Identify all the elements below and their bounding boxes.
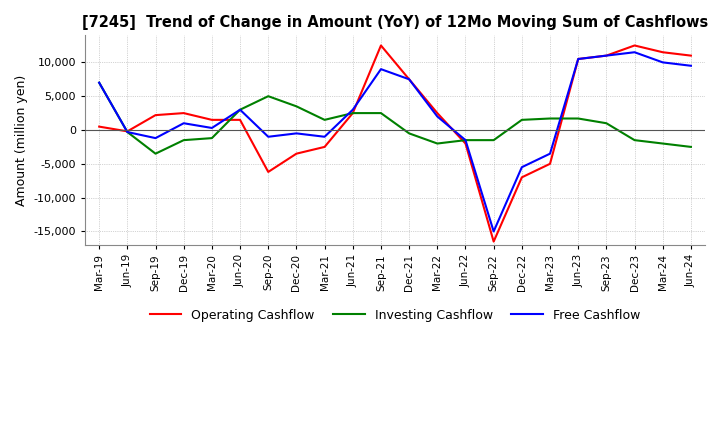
Investing Cashflow bbox=[123, 129, 132, 135]
Free Cashflow bbox=[602, 53, 611, 58]
Operating Cashflow bbox=[320, 144, 329, 150]
Operating Cashflow bbox=[151, 113, 160, 118]
Investing Cashflow bbox=[630, 138, 639, 143]
Investing Cashflow bbox=[348, 110, 357, 116]
Investing Cashflow bbox=[687, 144, 696, 150]
Operating Cashflow bbox=[95, 124, 104, 129]
Free Cashflow bbox=[292, 131, 301, 136]
Free Cashflow bbox=[95, 80, 104, 85]
Operating Cashflow bbox=[264, 169, 273, 175]
Free Cashflow bbox=[658, 60, 667, 65]
Free Cashflow bbox=[151, 136, 160, 141]
Investing Cashflow bbox=[151, 151, 160, 156]
Investing Cashflow bbox=[405, 131, 413, 136]
Investing Cashflow bbox=[462, 138, 470, 143]
Investing Cashflow bbox=[235, 107, 244, 112]
Investing Cashflow bbox=[602, 121, 611, 126]
Y-axis label: Amount (million yen): Amount (million yen) bbox=[15, 74, 28, 206]
Legend: Operating Cashflow, Investing Cashflow, Free Cashflow: Operating Cashflow, Investing Cashflow, … bbox=[145, 304, 645, 327]
Title: [7245]  Trend of Change in Amount (YoY) of 12Mo Moving Sum of Cashflows: [7245] Trend of Change in Amount (YoY) o… bbox=[82, 15, 708, 30]
Free Cashflow bbox=[687, 63, 696, 68]
Operating Cashflow bbox=[658, 50, 667, 55]
Line: Free Cashflow: Free Cashflow bbox=[99, 52, 691, 231]
Investing Cashflow bbox=[574, 116, 582, 121]
Investing Cashflow bbox=[179, 138, 188, 143]
Investing Cashflow bbox=[95, 80, 104, 85]
Operating Cashflow bbox=[405, 77, 413, 82]
Free Cashflow bbox=[405, 77, 413, 82]
Free Cashflow bbox=[207, 125, 216, 131]
Investing Cashflow bbox=[207, 136, 216, 141]
Operating Cashflow bbox=[179, 110, 188, 116]
Line: Operating Cashflow: Operating Cashflow bbox=[99, 45, 691, 242]
Free Cashflow bbox=[518, 165, 526, 170]
Free Cashflow bbox=[630, 50, 639, 55]
Investing Cashflow bbox=[292, 104, 301, 109]
Operating Cashflow bbox=[490, 239, 498, 244]
Investing Cashflow bbox=[264, 94, 273, 99]
Operating Cashflow bbox=[292, 151, 301, 156]
Investing Cashflow bbox=[546, 116, 554, 121]
Investing Cashflow bbox=[518, 117, 526, 122]
Investing Cashflow bbox=[320, 117, 329, 122]
Free Cashflow bbox=[123, 129, 132, 135]
Free Cashflow bbox=[348, 107, 357, 112]
Operating Cashflow bbox=[574, 56, 582, 62]
Free Cashflow bbox=[433, 114, 441, 119]
Operating Cashflow bbox=[123, 129, 132, 134]
Operating Cashflow bbox=[687, 53, 696, 58]
Free Cashflow bbox=[490, 229, 498, 234]
Operating Cashflow bbox=[546, 161, 554, 166]
Operating Cashflow bbox=[235, 117, 244, 122]
Free Cashflow bbox=[179, 121, 188, 126]
Investing Cashflow bbox=[658, 141, 667, 146]
Operating Cashflow bbox=[433, 110, 441, 116]
Free Cashflow bbox=[320, 134, 329, 139]
Free Cashflow bbox=[235, 107, 244, 112]
Line: Investing Cashflow: Investing Cashflow bbox=[99, 83, 691, 154]
Free Cashflow bbox=[462, 138, 470, 143]
Operating Cashflow bbox=[630, 43, 639, 48]
Free Cashflow bbox=[546, 151, 554, 156]
Operating Cashflow bbox=[462, 141, 470, 146]
Operating Cashflow bbox=[348, 110, 357, 116]
Operating Cashflow bbox=[377, 43, 385, 48]
Free Cashflow bbox=[574, 56, 582, 62]
Investing Cashflow bbox=[490, 138, 498, 143]
Free Cashflow bbox=[264, 134, 273, 139]
Investing Cashflow bbox=[433, 141, 441, 146]
Operating Cashflow bbox=[207, 117, 216, 122]
Operating Cashflow bbox=[602, 53, 611, 58]
Free Cashflow bbox=[377, 66, 385, 72]
Investing Cashflow bbox=[377, 110, 385, 116]
Operating Cashflow bbox=[518, 175, 526, 180]
